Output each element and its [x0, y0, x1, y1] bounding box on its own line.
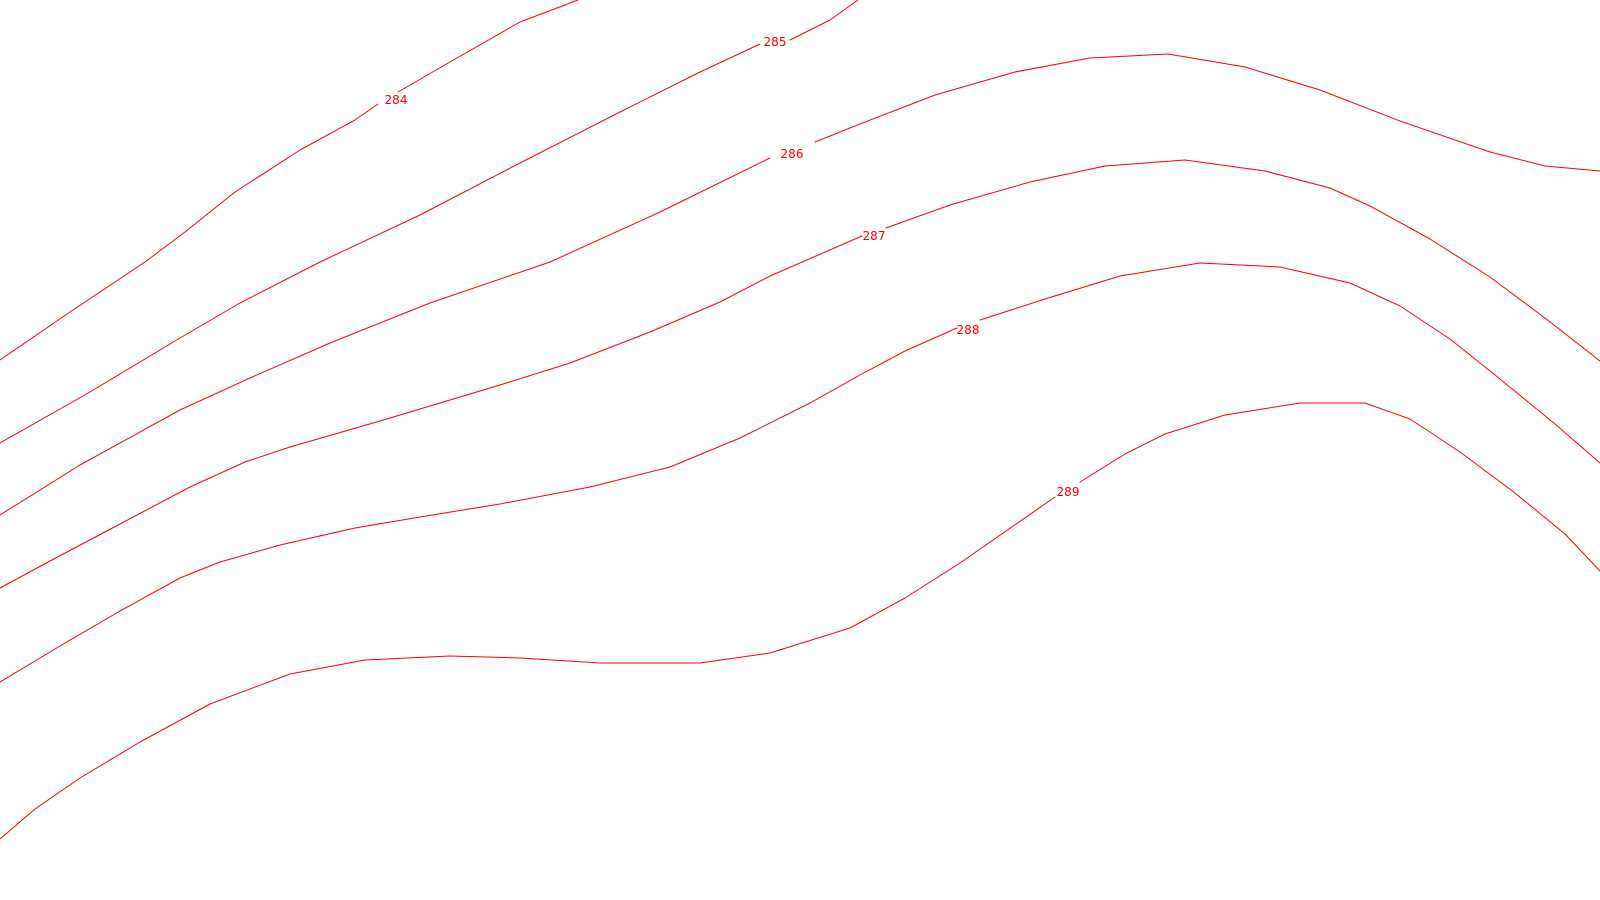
contour-line-285	[0, 43, 761, 444]
contour-label-286: 286	[781, 147, 804, 161]
contour-line-288	[0, 327, 958, 683]
contour-line-284	[397, 0, 579, 93]
contour-line-285	[789, 0, 859, 41]
contour-label-288: 288	[957, 323, 980, 337]
contour-line-286	[0, 157, 771, 516]
contour-line-286	[814, 53, 1600, 172]
contour-label-285: 285	[764, 35, 787, 49]
contour-label-289: 289	[1057, 485, 1080, 499]
contour-line-287	[885, 159, 1600, 362]
contour-line-284	[0, 103, 379, 361]
contour-line-289	[1079, 402, 1600, 572]
contour-line-289	[0, 496, 1056, 840]
contour-line-288	[979, 262, 1600, 464]
contour-label-284: 284	[385, 93, 408, 107]
contour-line-287	[0, 235, 863, 589]
contour-label-287: 287	[863, 229, 886, 243]
